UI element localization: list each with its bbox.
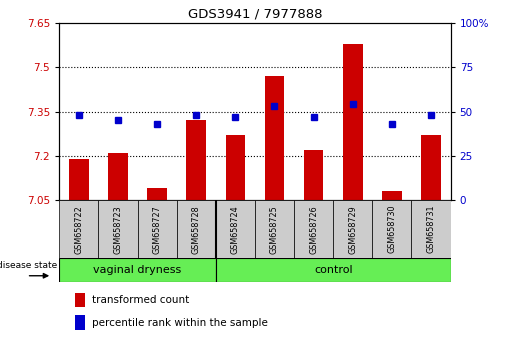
FancyBboxPatch shape — [372, 200, 411, 258]
Text: GSM658730: GSM658730 — [387, 205, 397, 253]
FancyBboxPatch shape — [255, 200, 294, 258]
FancyBboxPatch shape — [333, 200, 372, 258]
Text: GSM658729: GSM658729 — [348, 205, 357, 253]
Text: vaginal dryness: vaginal dryness — [93, 266, 182, 275]
FancyBboxPatch shape — [59, 258, 216, 282]
Text: GSM658725: GSM658725 — [270, 205, 279, 253]
Text: GSM658723: GSM658723 — [113, 205, 123, 253]
Text: GSM658724: GSM658724 — [231, 205, 240, 253]
Bar — [343, 44, 363, 200]
FancyBboxPatch shape — [411, 200, 451, 258]
Text: GSM658731: GSM658731 — [426, 205, 436, 253]
Bar — [75, 293, 84, 307]
Text: GSM658726: GSM658726 — [309, 205, 318, 253]
Bar — [265, 76, 284, 200]
Bar — [304, 150, 323, 200]
Title: GDS3941 / 7977888: GDS3941 / 7977888 — [187, 7, 322, 21]
FancyBboxPatch shape — [138, 200, 177, 258]
Text: GSM658727: GSM658727 — [152, 205, 162, 253]
FancyBboxPatch shape — [177, 200, 216, 258]
FancyBboxPatch shape — [216, 258, 451, 282]
Text: transformed count: transformed count — [93, 295, 190, 305]
Bar — [147, 188, 167, 200]
Text: GSM658728: GSM658728 — [192, 205, 201, 253]
FancyBboxPatch shape — [294, 200, 333, 258]
Text: percentile rank within the sample: percentile rank within the sample — [93, 318, 268, 328]
Bar — [382, 191, 402, 200]
Bar — [69, 159, 89, 200]
FancyBboxPatch shape — [216, 200, 255, 258]
Bar — [226, 135, 245, 200]
Bar — [186, 120, 206, 200]
Text: GSM658722: GSM658722 — [74, 205, 83, 253]
Text: control: control — [314, 266, 352, 275]
FancyBboxPatch shape — [98, 200, 138, 258]
Bar — [108, 153, 128, 200]
FancyBboxPatch shape — [59, 200, 98, 258]
Bar — [421, 135, 441, 200]
Bar — [75, 315, 84, 330]
Text: disease state: disease state — [0, 261, 57, 270]
